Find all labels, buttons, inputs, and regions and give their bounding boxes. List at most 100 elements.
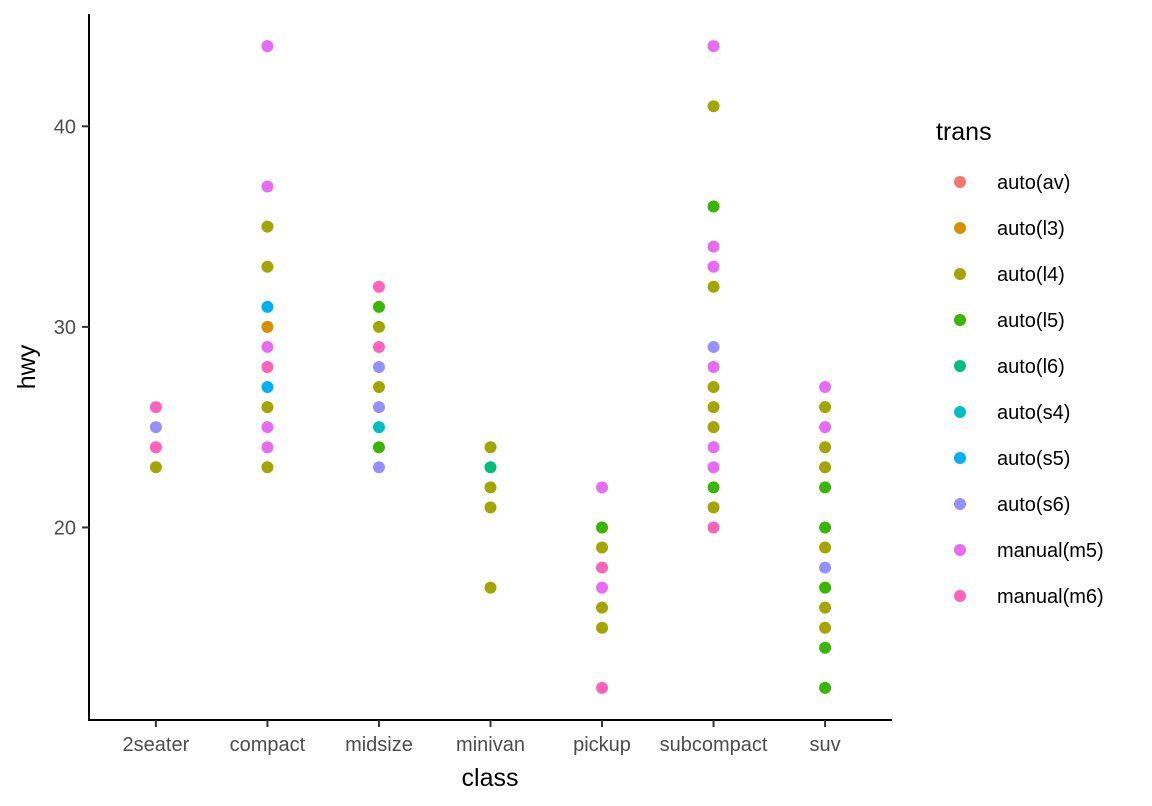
legend-swatch [954, 360, 966, 372]
data-point [372, 421, 385, 434]
data-point [372, 461, 385, 474]
legend-swatch [954, 544, 966, 556]
data-point [819, 461, 832, 474]
legend-label: manual(m5) [997, 540, 1104, 562]
data-point [819, 621, 832, 634]
legend-label: auto(s6) [997, 494, 1070, 516]
data-point [707, 200, 720, 213]
legend-label: auto(s5) [997, 448, 1070, 470]
data-point [596, 561, 609, 574]
data-point [372, 280, 385, 293]
data-point [261, 361, 274, 373]
data-point [819, 401, 832, 414]
legend-swatch [954, 406, 966, 418]
data-point [707, 361, 720, 373]
x-tick-label: suv [810, 734, 841, 756]
points-layer [149, 40, 832, 694]
data-point [261, 320, 274, 333]
data-point [707, 260, 720, 273]
data-point [261, 260, 274, 273]
data-point [372, 401, 385, 414]
y-tick-label: 20 [54, 517, 76, 539]
legend-label: auto(s4) [997, 402, 1070, 424]
x-tick-label: 2seater [123, 734, 190, 756]
x-tick-label: minivan [456, 734, 525, 756]
data-point [484, 501, 497, 514]
legend-swatch [954, 314, 966, 326]
data-point [707, 501, 720, 514]
x-tick-label: midsize [345, 734, 413, 756]
data-point [596, 541, 609, 554]
data-point [707, 240, 720, 253]
data-point [261, 381, 274, 394]
data-point [372, 300, 385, 313]
data-point [596, 681, 609, 694]
data-point [484, 581, 497, 594]
x-ticks: 2seater compact midsize minivan pickup subcom… [123, 720, 841, 756]
data-point [149, 421, 162, 434]
data-point [707, 441, 720, 454]
legend-swatch [954, 498, 966, 510]
legend-swatch [954, 176, 966, 188]
data-point [707, 521, 720, 534]
data-point [819, 601, 832, 614]
data-point [261, 180, 274, 193]
data-point [484, 461, 497, 474]
data-point [819, 521, 832, 534]
data-point [149, 441, 162, 454]
data-point [484, 441, 497, 454]
x-axis-title: class [462, 764, 519, 792]
data-point [261, 401, 274, 414]
data-point [707, 40, 720, 53]
data-point [261, 220, 274, 233]
y-tick-label: 40 [54, 116, 76, 138]
data-point [484, 481, 497, 494]
data-point [261, 300, 274, 313]
legend-swatch [954, 268, 966, 280]
legend-entries: auto(av) auto(l3) auto(l4) auto(l5) auto(l6)… [954, 172, 1104, 608]
legend-label: auto(l5) [997, 310, 1065, 332]
data-point [149, 401, 162, 414]
legend-title: trans [936, 118, 992, 146]
data-point [707, 401, 720, 414]
data-point [819, 481, 832, 494]
data-point [707, 100, 720, 113]
y-axis-title: hwy [13, 344, 41, 389]
data-point [819, 541, 832, 554]
data-point [707, 481, 720, 494]
data-point [819, 581, 832, 594]
data-point [261, 40, 274, 53]
legend-swatch [954, 590, 966, 602]
data-point [819, 641, 832, 654]
data-point [707, 381, 720, 394]
legend-swatch [954, 222, 966, 234]
x-tick-label: pickup [573, 734, 631, 756]
legend-swatch [954, 452, 966, 464]
data-point [596, 601, 609, 614]
data-point [261, 441, 274, 454]
data-point [596, 621, 609, 634]
data-point [707, 461, 720, 474]
data-point [819, 681, 832, 694]
data-point [819, 421, 832, 434]
legend-label: auto(av) [997, 172, 1070, 194]
data-point [819, 561, 832, 574]
data-point [596, 581, 609, 594]
legend: trans auto(av) auto(l3) auto(l4) auto(l5) au… [936, 118, 1104, 608]
data-point [372, 441, 385, 454]
data-point [372, 361, 385, 373]
legend-label: auto(l3) [997, 218, 1065, 240]
x-tick-label: compact [230, 734, 306, 756]
data-point [149, 461, 162, 474]
data-point [261, 421, 274, 434]
y-tick-label: 30 [54, 317, 76, 339]
x-tick-label: subcompact [660, 734, 768, 756]
data-point [261, 461, 274, 474]
data-point [372, 320, 385, 333]
legend-label: auto(l4) [997, 264, 1065, 286]
data-point [372, 381, 385, 394]
data-point [372, 340, 385, 353]
legend-label: manual(m6) [997, 586, 1104, 608]
y-ticks: 20 30 40 [54, 116, 89, 539]
